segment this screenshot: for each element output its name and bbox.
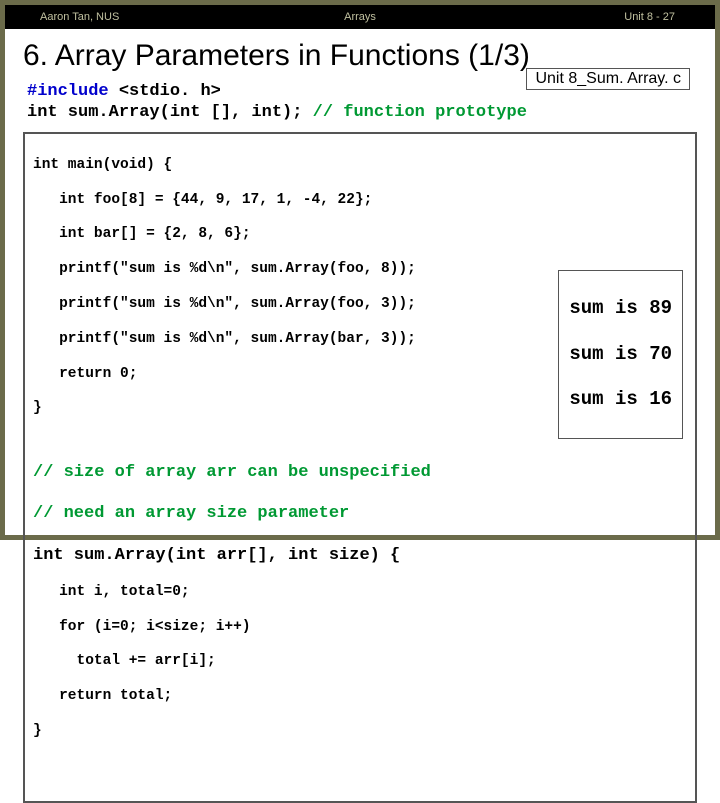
code-comment: // need an array size parameter	[33, 500, 687, 524]
output-box: sum is 89 sum is 70 sum is 16	[558, 270, 683, 440]
header-right: Unit 8 - 27	[624, 11, 675, 23]
code-line: int foo[8] = {44, 9, 17, 1, -4, 22};	[33, 192, 687, 209]
output-line: sum is 89	[569, 297, 672, 320]
code-line: int main(void) {	[33, 157, 687, 174]
include-header: <stdio. h>	[109, 82, 221, 101]
code-line: int sum.Array(int arr[], int size) {	[33, 542, 687, 566]
code-box: int main(void) { int foo[8] = {44, 9, 17…	[23, 132, 697, 803]
prototype-comment: // function prototype	[302, 103, 526, 122]
filename-label: Unit 8_Sum. Array. c	[526, 68, 690, 90]
code-line: int i, total=0;	[33, 584, 687, 601]
include-keyword: #include	[27, 82, 109, 101]
prototype-code: int sum.Array(int [], int);	[27, 103, 302, 122]
output-line: sum is 70	[569, 343, 672, 366]
code-line: return total;	[33, 688, 687, 705]
code-comment: // size of array arr can be unspecified	[33, 459, 687, 483]
header-left: Aaron Tan, NUS	[40, 11, 119, 23]
header-bar: Aaron Tan, NUS Arrays Unit 8 - 27	[5, 5, 715, 29]
code-line: for (i=0; i<size; i++)	[33, 619, 687, 636]
output-line: sum is 16	[569, 388, 672, 411]
code-line: total += arr[i];	[33, 653, 687, 670]
code-line: }	[33, 723, 687, 740]
prototype-line: int sum.Array(int [], int); // function …	[5, 102, 715, 123]
header-center: Arrays	[344, 11, 376, 23]
code-line: int bar[] = {2, 8, 6};	[33, 226, 687, 243]
